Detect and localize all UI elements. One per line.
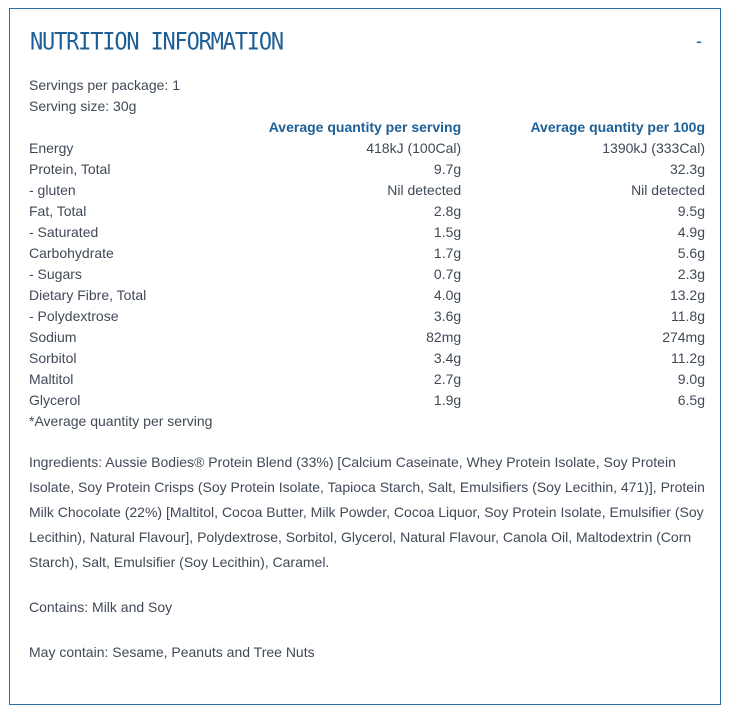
table-row: Carbohydrate 1.7g 5.6g — [29, 243, 705, 264]
per-serving-value: 1.5g — [433, 224, 462, 240]
per-100g-value: 5.6g — [677, 245, 705, 261]
per-100g-value: 11.2g — [671, 350, 705, 366]
per-100g-value: 13.2g — [669, 287, 705, 303]
table-row: - Saturated 1.5g 4.9g — [29, 222, 705, 243]
per-100g-value: 9.5g — [677, 203, 705, 219]
table-row: Energy 418kJ (100Cal) 1390kJ (333Cal) — [29, 138, 705, 159]
panel-title: NUTRITION INFORMATION — [30, 29, 284, 56]
per-100g-value: 9.0g — [677, 371, 705, 387]
table-row: Maltitol 2.7g 9.0g — [29, 369, 705, 390]
may-contain-text: May contain: Sesame, Peanuts and Tree Nu… — [29, 644, 315, 660]
table-row: Protein, Total 9.7g 32.3g — [29, 159, 705, 180]
table-row: - gluten Nil detected Nil detected — [29, 180, 705, 201]
table-row: Fat, Total 2.8g 9.5g — [29, 201, 705, 222]
nutrient-label: Protein, Total — [29, 161, 111, 177]
per-serving-value: 2.8g — [433, 203, 462, 219]
panel-content: Servings per package: 1 Serving size: 30… — [29, 75, 705, 665]
per-serving-value: 1.9g — [433, 392, 462, 408]
per-serving-value: 3.4g — [433, 350, 462, 366]
nutrition-panel: NUTRITION INFORMATION - Servings per pac… — [9, 8, 721, 705]
per-serving-value: 2.7g — [433, 371, 462, 387]
panel-header[interactable]: NUTRITION INFORMATION - — [30, 29, 702, 61]
table-row: Sodium 82mg 274mg — [29, 327, 705, 348]
per-100g-value: 1390kJ (333Cal) — [602, 140, 705, 156]
per-serving-value: 9.7g — [433, 161, 462, 177]
nutrient-label: - Saturated — [29, 224, 99, 240]
per-100g-value: 6.5g — [677, 392, 705, 408]
contains-text: Contains: Milk and Soy — [29, 599, 173, 615]
per-serving-value: 1.7g — [433, 245, 462, 261]
nutrient-label: - Polydextrose — [29, 308, 119, 324]
per-100g-value: 11.8g — [671, 308, 705, 324]
table-row: Glycerol 1.9g 6.5g — [29, 390, 705, 411]
table-row: - Sugars 0.7g 2.3g — [29, 264, 705, 285]
per-100g-value: Nil detected — [631, 182, 705, 198]
nutrient-label: Sorbitol — [29, 350, 77, 366]
per-serving-value: 0.7g — [433, 266, 462, 282]
nutrient-label: Sodium — [29, 329, 77, 345]
servings-per-package: Servings per package: 1 — [29, 77, 180, 93]
per-serving-value: 4.0g — [433, 287, 462, 303]
table-row: Sorbitol 3.4g 11.2g — [29, 348, 705, 369]
nutrient-label: Carbohydrate — [29, 245, 114, 261]
serving-size: Serving size: 30g — [29, 98, 137, 114]
per-100g-value: 2.3g — [677, 266, 705, 282]
table-header-per-100g: Average quantity per 100g — [530, 119, 705, 135]
table-row: - Polydextrose 3.6g 11.8g — [29, 306, 705, 327]
nutrient-label: Fat, Total — [29, 203, 87, 219]
nutrient-label: - Sugars — [29, 266, 82, 282]
per-serving-value: 3.6g — [433, 308, 462, 324]
nutrient-label: Dietary Fibre, Total — [29, 287, 147, 303]
table-header-per-serving: Average quantity per serving — [268, 119, 462, 135]
per-serving-value: 418kJ (100Cal) — [366, 140, 462, 156]
table-header-row: Average quantity per serving Average qua… — [29, 117, 705, 138]
table-footnote: *Average quantity per serving — [29, 413, 213, 429]
table-header-label — [29, 117, 269, 138]
per-100g-value: 32.3g — [669, 161, 705, 177]
per-100g-value: 4.9g — [677, 224, 705, 240]
collapse-icon[interactable]: - — [696, 31, 702, 51]
nutrient-label: Glycerol — [29, 392, 81, 408]
nutrient-label: - gluten — [29, 182, 76, 198]
nutrient-label: Energy — [29, 140, 74, 156]
per-100g-value: 274mg — [662, 329, 705, 345]
ingredients-text: Ingredients: Aussie Bodies® Protein Blen… — [29, 454, 705, 570]
table-row: Dietary Fibre, Total 4.0g 13.2g — [29, 285, 705, 306]
per-serving-value: 82mg — [426, 329, 462, 345]
per-serving-value: Nil detected — [387, 182, 462, 198]
nutrition-table: Average quantity per serving Average qua… — [29, 117, 705, 411]
nutrient-label: Maltitol — [29, 371, 74, 387]
